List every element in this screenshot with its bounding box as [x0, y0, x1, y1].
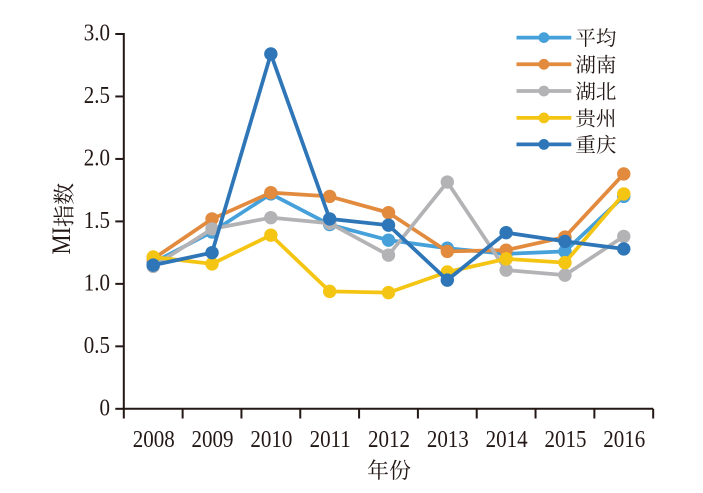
svg-text:2010: 2010 [250, 425, 292, 452]
svg-text:2012: 2012 [368, 425, 410, 452]
svg-text:0: 0 [100, 394, 110, 421]
svg-text:3.0: 3.0 [84, 19, 110, 46]
svg-text:2013: 2013 [427, 425, 469, 452]
svg-text:1.5: 1.5 [84, 206, 110, 233]
svg-text:2009: 2009 [192, 425, 234, 452]
svg-text:0.5: 0.5 [84, 331, 110, 358]
svg-text:2015: 2015 [544, 425, 586, 452]
svg-text:2011: 2011 [310, 425, 351, 452]
svg-text:2014: 2014 [486, 425, 529, 452]
svg-text:2016: 2016 [603, 425, 645, 452]
svg-text:MI: MI [48, 227, 77, 254]
svg-text:1.0: 1.0 [84, 269, 110, 296]
svg-text:2.5: 2.5 [84, 82, 110, 109]
svg-text:2.0: 2.0 [84, 144, 110, 171]
svg-text:2008: 2008 [133, 425, 175, 452]
